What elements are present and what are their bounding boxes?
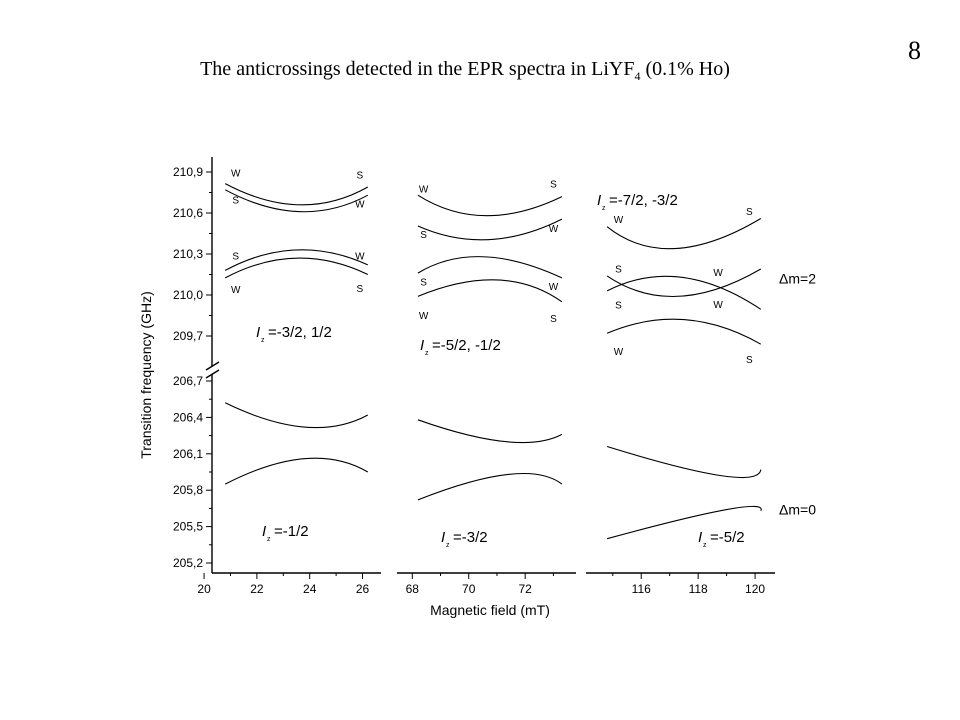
ws-marker: S	[615, 264, 622, 275]
x-tick-label: 20	[197, 582, 211, 596]
iz-label-upper-prefix: I	[256, 324, 260, 341]
iz-label-upper-subscript: z	[425, 350, 429, 357]
ws-marker: W	[419, 184, 429, 195]
y-tick-label: 205,8	[173, 483, 203, 497]
ws-marker: W	[713, 268, 723, 279]
level-curve-lower	[224, 457, 369, 485]
anticrossing-curve-upper	[606, 318, 762, 345]
anticrossing-curve-upper	[606, 268, 762, 297]
delta-m-annotation: Δm=0	[779, 502, 816, 518]
iz-label-upper-text: =-3/2, 1/2	[268, 324, 332, 341]
ws-marker: S	[357, 284, 364, 295]
x-tick-label: 70	[462, 582, 476, 596]
ws-marker: S	[615, 301, 622, 312]
iz-label-upper-subscript: z	[602, 205, 606, 212]
title-tail: (0.1% Ho)	[640, 58, 730, 80]
anticrossing-curve-upper	[606, 218, 762, 250]
anticrossing-curve-upper	[417, 218, 563, 241]
anticrossing-curve-upper	[417, 256, 563, 279]
y-tick-label: 210,3	[173, 247, 203, 261]
ws-marker: S	[550, 314, 557, 325]
level-curve-lower	[417, 419, 563, 444]
ws-marker: W	[549, 282, 559, 293]
y-tick-label: 210,6	[173, 206, 203, 220]
anticrossing-curve-upper	[224, 249, 369, 271]
anticrossing-curve-upper	[224, 189, 369, 213]
iz-label-upper-text: =-7/2, -3/2	[609, 192, 678, 209]
ws-marker: S	[420, 230, 427, 241]
x-tick-label: 24	[303, 582, 317, 596]
ws-marker: W	[614, 347, 624, 358]
y-tick-label: 205,2	[173, 556, 203, 570]
title-main: The anticrossings detected in the EPR sp…	[200, 58, 635, 80]
iz-label-upper-text: =-5/2, -1/2	[432, 337, 501, 354]
y-tick-label: 205,5	[173, 520, 203, 534]
anticrossing-curve-upper	[606, 275, 762, 310]
axis-break-mark	[205, 361, 220, 371]
ws-marker: W	[355, 199, 365, 210]
x-tick-label: 116	[632, 582, 651, 596]
x-tick-label: 26	[356, 582, 370, 596]
x-tick-label: 118	[689, 582, 708, 596]
iz-label-lower-prefix: I	[262, 523, 266, 540]
iz-label-lower-subscript: z	[703, 542, 707, 549]
y-tick-label: 210,9	[173, 165, 203, 179]
ws-marker: S	[232, 251, 239, 262]
ws-marker: W	[231, 285, 241, 296]
iz-label-lower-subscript: z	[267, 536, 271, 543]
anticrossing-curve-upper	[224, 257, 369, 279]
anticrossing-curve-upper	[417, 194, 563, 217]
iz-label-upper-prefix: I	[597, 192, 601, 209]
x-tick-label: 120	[745, 582, 765, 596]
iz-label-lower-text: =-3/2	[453, 529, 488, 546]
y-axis-title: Transition frequency (GHz)	[138, 291, 154, 459]
ws-marker: W	[549, 224, 559, 235]
ws-marker: W	[419, 311, 429, 322]
delta-m-annotation: Δm=2	[779, 271, 816, 287]
iz-label-upper-subscript: z	[261, 337, 265, 344]
y-tick-label: 210,0	[173, 288, 203, 302]
level-curve-lower	[606, 505, 762, 540]
anticrossing-curve-upper	[224, 183, 369, 206]
level-curve-lower	[417, 472, 563, 501]
anticrossing-curve-upper	[417, 279, 563, 303]
axis-break-mark	[205, 369, 220, 379]
level-curve-lower	[606, 445, 762, 479]
slide-number: 8	[908, 36, 921, 65]
y-tick-label: 206,4	[173, 410, 203, 424]
title-subscript: 4	[634, 69, 641, 83]
x-tick-label: 68	[406, 582, 420, 596]
iz-label-lower-prefix: I	[698, 529, 702, 546]
iz-label-lower-text: =-5/2	[710, 529, 745, 546]
x-tick-label: 72	[519, 582, 533, 596]
ws-marker: W	[231, 169, 241, 180]
x-axis-title: Magnetic field (mT)	[430, 602, 550, 618]
ws-marker: S	[746, 207, 753, 218]
y-tick-label: 206,7	[173, 374, 203, 388]
iz-label-lower-subscript: z	[446, 542, 450, 549]
ws-marker: W	[355, 251, 365, 262]
ws-marker: S	[550, 180, 557, 191]
ws-marker: S	[232, 195, 239, 206]
ws-marker: W	[713, 300, 723, 311]
ws-marker: S	[746, 355, 753, 366]
y-tick-label: 209,7	[173, 329, 203, 343]
slide-title: The anticrossings detected in the EPR sp…	[0, 58, 930, 84]
iz-label-lower-prefix: I	[441, 529, 445, 546]
iz-label-upper-prefix: I	[420, 337, 424, 354]
iz-label-lower-text: =-1/2	[274, 523, 309, 540]
ws-marker: S	[420, 277, 427, 288]
y-tick-label: 206,1	[173, 447, 203, 461]
x-tick-label: 22	[250, 582, 264, 596]
level-curve-lower	[224, 402, 369, 429]
ws-marker: S	[357, 171, 364, 182]
ws-marker: W	[614, 215, 624, 226]
